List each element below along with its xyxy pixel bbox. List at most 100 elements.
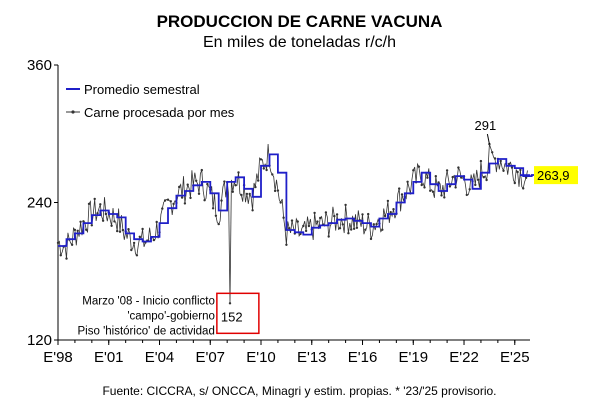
monthly-point: [228, 302, 232, 305]
y-tick-label: 120: [27, 332, 52, 349]
monthly-point: [195, 179, 198, 182]
monthly-point: [273, 189, 277, 193]
monthly-point: [341, 223, 344, 226]
monthly-point: [491, 151, 494, 154]
monthly-point: [169, 200, 172, 203]
monthly-point: [121, 228, 125, 232]
monthly-point: [516, 170, 519, 174]
monthly-point: [482, 176, 485, 179]
monthly-point: [434, 175, 437, 178]
monthly-point: [288, 227, 291, 230]
note-line: 'campo'-gobierno: [127, 310, 215, 322]
chart-subtitle: En miles de toneladas r/c/h: [203, 34, 396, 51]
last-value-highlight: [534, 166, 578, 185]
monthly-point: [138, 235, 141, 238]
monthly-point: [493, 157, 497, 160]
monthly-point: [474, 183, 477, 187]
legend-marker-monthly: [71, 110, 75, 114]
monthly-point: [82, 220, 85, 223]
monthly-point: [364, 228, 367, 231]
monthly-point: [389, 211, 392, 214]
x-tick-label: E'19: [398, 349, 428, 366]
monthly-point: [214, 214, 218, 217]
callout-box: [216, 292, 260, 335]
monthly-point: [285, 243, 288, 246]
monthly-point: [180, 196, 184, 199]
monthly-point: [245, 192, 249, 196]
monthly-point: [313, 211, 316, 215]
monthly-point: [304, 229, 308, 233]
monthly-point: [163, 199, 167, 202]
monthly-point: [130, 248, 133, 252]
monthly-point: [104, 212, 108, 216]
monthly-point: [262, 167, 265, 170]
monthly-point: [85, 228, 88, 231]
monthly-series-line: [57, 143, 528, 304]
monthly-point: [510, 166, 514, 169]
last-value-label: 263,9: [537, 168, 570, 183]
monthly-point: [350, 228, 353, 231]
monthly-point: [437, 181, 440, 184]
monthly-point: [254, 185, 257, 189]
monthly-point: [101, 219, 105, 222]
monthly-point: [251, 209, 254, 212]
x-tick-label: E'01: [94, 349, 124, 366]
x-tick-label: E'98: [43, 349, 73, 366]
monthly-point: [240, 193, 243, 197]
monthly-point: [70, 243, 74, 246]
monthly-point: [431, 190, 435, 193]
semester-average-line: [58, 153, 541, 247]
monthly-point: [183, 202, 187, 205]
monthly-point: [93, 197, 96, 201]
monthly-point: [519, 168, 522, 172]
monthly-point: [87, 202, 91, 206]
monthly-point: [454, 186, 457, 189]
monthly-point: [59, 254, 62, 257]
monthly-point: [476, 178, 480, 181]
monthly-point: [200, 168, 203, 172]
peak-leader: [486, 133, 490, 145]
monthly-point: [152, 238, 156, 242]
monthly-point: [166, 198, 170, 201]
x-tick-label: E'07: [195, 349, 225, 366]
monthly-point: [324, 211, 328, 214]
monthly-point: [113, 220, 116, 223]
monthly-point: [211, 207, 215, 210]
x-tick-label: E'10: [246, 349, 276, 366]
monthly-point: [398, 187, 401, 190]
monthly-point: [299, 232, 302, 236]
monthly-point: [319, 216, 322, 220]
monthly-point: [499, 159, 502, 163]
monthly-point: [386, 199, 390, 203]
monthly-point: [279, 201, 282, 204]
monthly-point: [79, 220, 82, 223]
monthly-point: [231, 190, 234, 193]
legend-label-monthly: Carne procesada por mes: [84, 105, 235, 120]
x-tick-label: E'04: [145, 349, 175, 366]
monthly-point: [457, 166, 460, 169]
monthly-point: [367, 212, 370, 216]
monthly-point: [426, 176, 429, 179]
monthly-point: [296, 220, 299, 223]
monthly-point: [302, 224, 305, 228]
monthly-point: [56, 241, 60, 245]
monthly-point: [383, 214, 387, 218]
monthly-point: [445, 169, 449, 172]
monthly-point: [197, 192, 201, 195]
monthly-point: [127, 228, 130, 231]
monthly-point: [141, 227, 144, 231]
monthly-point: [116, 229, 119, 233]
monthly-point: [265, 168, 268, 172]
monthly-point: [155, 220, 158, 224]
monthly-point: [369, 237, 373, 241]
monthly-point: [485, 178, 488, 182]
monthly-point: [468, 188, 471, 191]
monthly-point: [465, 193, 468, 197]
x-tick-label: E'22: [449, 349, 479, 366]
monthly-point: [344, 203, 347, 207]
monthly-point: [237, 171, 240, 174]
y-tick-label: 360: [27, 57, 52, 74]
monthly-point: [381, 228, 384, 231]
monthly-point: [217, 222, 220, 226]
monthly-point: [290, 219, 294, 222]
